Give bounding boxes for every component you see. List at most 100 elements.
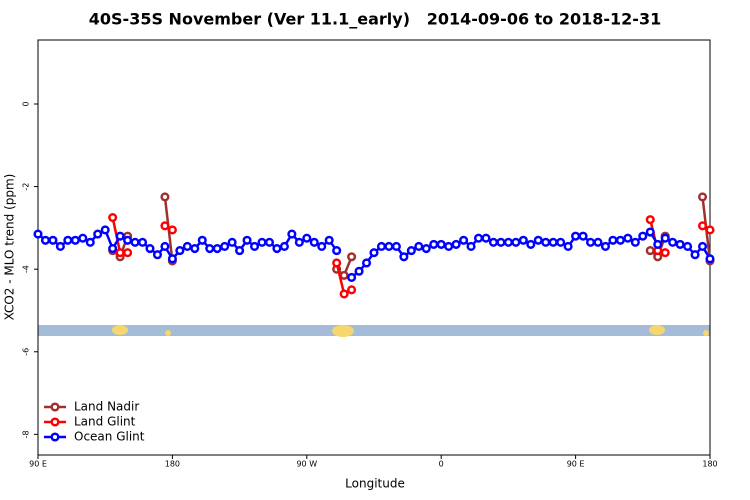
data-point <box>339 289 349 299</box>
data-point <box>668 237 678 247</box>
data-point <box>55 241 65 252</box>
data-point <box>556 237 566 247</box>
legend-label: Land Glint <box>74 415 136 429</box>
data-point <box>660 248 670 258</box>
data-point <box>108 213 118 223</box>
data-point <box>451 239 461 249</box>
x-tick-label: 180 <box>165 460 180 469</box>
data-point <box>347 252 357 262</box>
land-blob <box>649 325 665 335</box>
data-point <box>309 237 319 247</box>
data-point <box>541 237 551 247</box>
data-point <box>332 258 342 268</box>
data-point <box>600 241 611 252</box>
data-point <box>264 237 275 247</box>
data-point <box>242 235 252 245</box>
data-point <box>608 235 618 245</box>
data-point <box>347 285 357 295</box>
data-point <box>690 250 700 260</box>
data-point <box>526 239 536 249</box>
data-point <box>190 243 200 254</box>
x-axis-label: Longitude <box>345 477 405 491</box>
data-point <box>645 215 655 225</box>
data-point <box>406 246 416 256</box>
data-point <box>384 241 394 252</box>
data-point <box>645 227 655 237</box>
data-point <box>466 241 476 252</box>
data-point <box>137 237 148 247</box>
data-point <box>332 246 342 256</box>
data-point <box>593 237 603 247</box>
data-point <box>705 254 715 264</box>
data-point <box>421 243 431 254</box>
data-point <box>100 225 110 235</box>
data-point <box>302 233 312 243</box>
data-point <box>473 233 484 243</box>
data-point <box>63 235 73 245</box>
data-point <box>571 231 581 241</box>
data-point <box>481 233 491 243</box>
chart-title: 40S-35S November (Ver 11.1_early) 2014-0… <box>89 10 661 29</box>
data-point <box>93 229 103 239</box>
data-point <box>444 241 454 252</box>
data-point <box>496 237 506 247</box>
ocean-strip <box>38 325 710 336</box>
data-point <box>182 241 192 252</box>
legend-label: Ocean Glint <box>74 430 145 444</box>
data-point <box>160 192 170 202</box>
legend-marker <box>50 402 60 412</box>
y-tick-label: 0 <box>22 101 31 106</box>
data-point <box>175 246 185 256</box>
data-point <box>130 237 140 247</box>
data-point <box>391 241 401 252</box>
data-point <box>115 231 125 241</box>
land-blob <box>112 325 128 335</box>
data-point <box>160 221 170 231</box>
y-axis-label: XCO2 - MLO trend (ppm) <box>3 174 17 321</box>
data-point <box>347 272 357 282</box>
plot-frame <box>37 39 711 456</box>
data-point <box>205 243 215 254</box>
data-point <box>115 248 125 258</box>
data-point <box>287 229 297 239</box>
data-point <box>488 237 499 247</box>
x-tick-label: 180 <box>702 460 717 469</box>
data-point <box>317 241 327 252</box>
data-point <box>33 229 43 239</box>
y-tick-label: -6 <box>22 348 31 356</box>
data-point <box>40 235 51 245</box>
data-point <box>578 231 588 241</box>
data-point <box>70 235 80 245</box>
data-point <box>705 225 715 235</box>
data-point <box>235 246 245 256</box>
data-point <box>563 241 573 252</box>
x-tick-label: 90 E <box>567 460 585 469</box>
data-point <box>354 266 364 276</box>
data-point <box>152 250 163 260</box>
land-blob <box>165 330 171 336</box>
data-point <box>167 225 177 235</box>
data-point <box>518 235 528 245</box>
data-point <box>660 233 670 243</box>
data-point <box>279 241 289 252</box>
legend-marker <box>50 417 60 427</box>
data-point <box>585 237 596 247</box>
legend-marker <box>50 432 60 442</box>
data-point <box>436 239 446 249</box>
data-point <box>294 237 304 247</box>
data-point <box>503 237 513 247</box>
data-point <box>630 237 640 247</box>
data-point <box>339 270 349 280</box>
data-point <box>324 235 334 245</box>
data-point <box>85 237 95 247</box>
map-strip <box>38 325 710 337</box>
data-point <box>48 235 58 245</box>
data-point <box>220 241 230 252</box>
x-tick-label: 0 <box>439 460 444 469</box>
y-tick-label: -4 <box>22 265 31 273</box>
data-point <box>249 241 260 252</box>
data-point <box>429 239 439 249</box>
data-point <box>548 237 558 247</box>
